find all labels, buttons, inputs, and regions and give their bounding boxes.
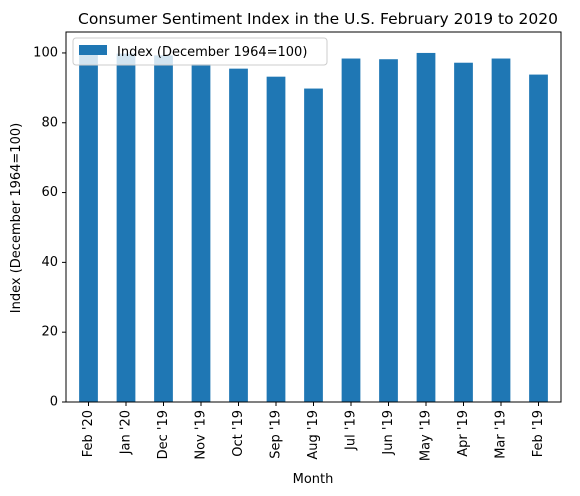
x-tick-label: Sep '19 [269, 410, 284, 459]
y-tick-label: 20 [41, 325, 58, 340]
plot-frame [65, 31, 562, 403]
chart-title: Consumer Sentiment Index in the U.S. Feb… [78, 10, 558, 28]
x-tick-label: Oct '19 [231, 410, 246, 457]
x-tick-label: Aug '19 [306, 410, 321, 460]
bar [266, 76, 286, 403]
y-tick-label: 40 [41, 255, 58, 270]
y-tick-label: 80 [41, 115, 58, 130]
x-tick-label: Feb '19 [531, 410, 546, 457]
bar [304, 88, 323, 403]
bar [79, 49, 98, 402]
x-tick-label: Apr '19 [456, 410, 471, 457]
legend-box [72, 37, 328, 66]
bar [491, 58, 511, 402]
bar [154, 55, 173, 402]
legend: Index (December 1964=100) [72, 37, 328, 66]
bars-layer [79, 49, 548, 403]
x-tick-label: Feb '20 [81, 410, 96, 457]
bar [341, 58, 361, 402]
x-tick-label: Dec '19 [156, 410, 171, 459]
bar [116, 53, 136, 402]
x-tick-label: Nov '19 [194, 410, 209, 460]
bar [454, 62, 473, 402]
legend-label: Index (December 1964=100) [117, 45, 307, 60]
x-tick-label: Jul '19 [344, 410, 359, 451]
legend-swatch [79, 45, 107, 55]
bar [379, 59, 398, 402]
x-axis-label: Month [293, 472, 334, 487]
x-tick-label: May '19 [419, 410, 434, 461]
bar [529, 74, 548, 402]
bar [416, 52, 436, 402]
x-tick-label: Jan '20 [119, 410, 134, 455]
bar [229, 68, 248, 403]
axes-layer: Feb '20 Jan '20 Dec '19 Nov '19 Oct '19 Sep '… [33, 31, 562, 461]
y-tick-label: 100 [33, 45, 58, 60]
y-tick-label: 0 [50, 395, 58, 410]
bar [191, 64, 211, 403]
y-tick-label: 60 [41, 185, 58, 200]
x-tick-label: Mar '19 [494, 410, 509, 459]
y-axis-label: Index (December 1964=100) [9, 123, 24, 313]
x-tick-label: Jun '19 [381, 410, 396, 456]
